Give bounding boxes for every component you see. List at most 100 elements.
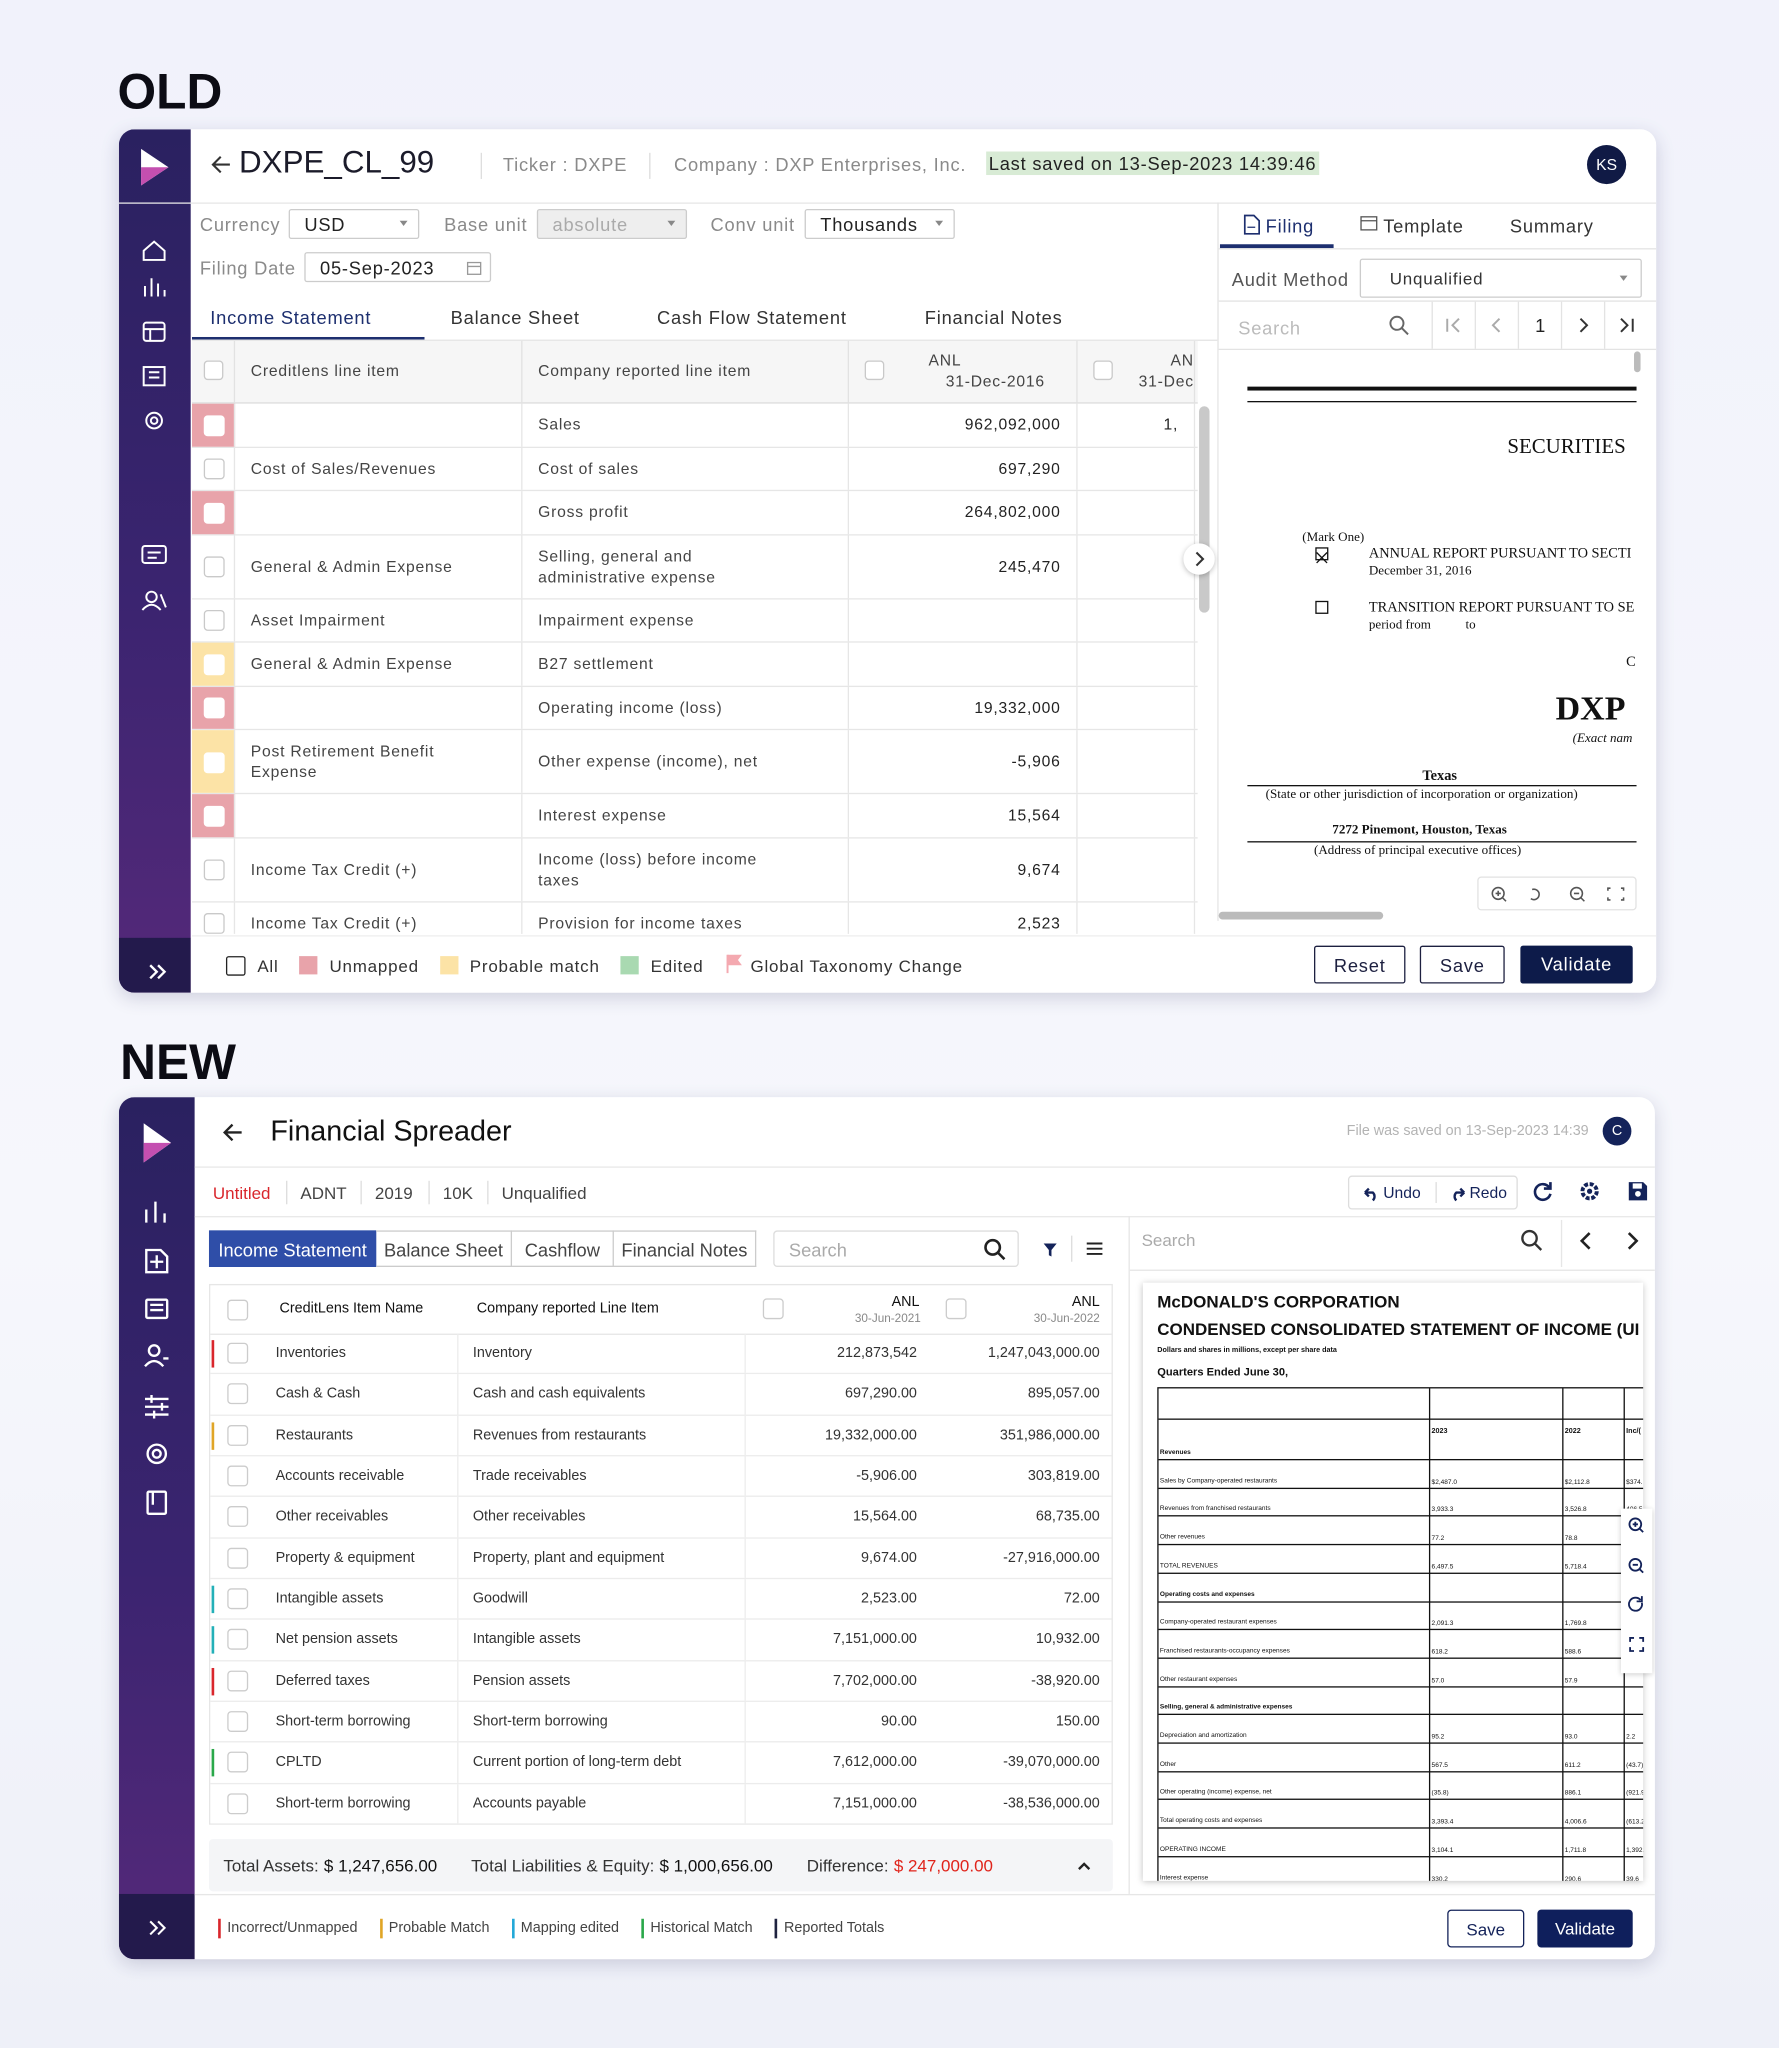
action-button[interactable]: Redo — [1435, 1177, 1519, 1208]
expand-button[interactable] — [1183, 543, 1215, 575]
select[interactable]: USD — [288, 208, 420, 240]
checkbox[interactable] — [227, 1588, 249, 1610]
checkbox[interactable] — [203, 751, 225, 773]
tab[interactable]: Income Statement — [208, 1230, 377, 1267]
checkbox[interactable] — [227, 1711, 249, 1732]
menu-icon[interactable] — [1083, 1230, 1107, 1273]
filter-icon[interactable] — [1032, 1230, 1069, 1267]
button[interactable]: Validate — [1537, 1909, 1633, 1948]
checkbox[interactable] — [1093, 360, 1113, 381]
tab[interactable]: Financial Notes — [924, 306, 1063, 328]
checkbox[interactable] — [864, 360, 885, 381]
header-sub: 30-Jun-2022 — [1033, 1311, 1100, 1325]
legend-item[interactable]: Unmapped — [299, 955, 418, 975]
button[interactable]: Reset — [1314, 945, 1406, 984]
rule — [1247, 400, 1637, 403]
pager-button[interactable] — [1431, 301, 1475, 349]
checkbox[interactable] — [227, 1383, 249, 1405]
pager-button[interactable] — [1603, 301, 1647, 349]
button[interactable]: Save — [1419, 945, 1505, 984]
table-row: Income Tax Credit (+) Income (loss) befor… — [192, 837, 1198, 902]
select[interactable]: Thousands — [804, 208, 955, 240]
status-bar — [211, 1626, 215, 1654]
save-icon[interactable] — [1626, 1179, 1650, 1209]
cell-text: Inventory — [472, 1345, 532, 1362]
checkbox[interactable] — [227, 1424, 249, 1446]
action-button[interactable]: Undo — [1349, 1177, 1433, 1208]
cell-value: 2,523 — [1017, 913, 1061, 933]
avatar[interactable]: C — [1602, 1116, 1632, 1146]
checkbox[interactable] — [227, 1342, 249, 1364]
divider — [1218, 300, 1657, 302]
checkbox[interactable] — [203, 697, 225, 719]
checkbox[interactable] — [945, 1298, 967, 1320]
settings-icon[interactable] — [1578, 1179, 1602, 1209]
tab[interactable]: Cashflow — [512, 1230, 614, 1267]
cell-text: Goodwill — [472, 1590, 528, 1607]
cell-text: Other receivables — [472, 1509, 586, 1525]
rule — [1158, 1418, 1644, 1420]
checkbox[interactable] — [203, 805, 225, 827]
select[interactable]: absolute — [536, 208, 688, 240]
checkbox[interactable] — [227, 1751, 249, 1773]
tab[interactable]: Balance Sheet — [376, 1230, 513, 1267]
cell: 19,332,000 — [849, 686, 1078, 729]
checkbox[interactable] — [227, 1629, 249, 1651]
checkbox[interactable] — [203, 859, 225, 881]
checkbox[interactable] — [203, 913, 225, 934]
select[interactable]: 05-Sep-2023 — [304, 252, 492, 283]
legend-label: Incorrect/Unmapped — [227, 1920, 358, 1936]
button[interactable]: Save — [1447, 1909, 1525, 1948]
tab-icon — [1242, 214, 1260, 241]
collapse-toggle[interactable] — [1075, 1857, 1093, 1881]
zoom-toolbar[interactable] — [1620, 1508, 1653, 1674]
checkbox[interactable] — [203, 415, 225, 436]
checkbox[interactable] — [227, 1465, 249, 1487]
pager-button[interactable] — [1560, 301, 1604, 349]
checkbox[interactable] — [203, 502, 225, 524]
pager-button[interactable]: 1 — [1517, 301, 1561, 349]
refresh-icon[interactable] — [1531, 1181, 1555, 1211]
checkbox[interactable] — [227, 1506, 249, 1528]
pager-button[interactable] — [1474, 301, 1518, 349]
checkbox[interactable] — [203, 610, 225, 632]
checkbox[interactable] — [227, 1670, 249, 1692]
zoom-toolbar[interactable] — [1477, 876, 1637, 911]
search-placeholder[interactable]: Search — [1238, 317, 1301, 339]
tab[interactable]: Income Statement — [210, 306, 372, 328]
checkbox[interactable] — [203, 654, 225, 675]
back-arrow[interactable] — [221, 1119, 247, 1145]
cell: Income (loss) before income taxes — [522, 837, 850, 901]
legend-item[interactable]: Edited — [620, 955, 704, 975]
next-page[interactable] — [1621, 1229, 1645, 1259]
tab[interactable]: Cash Flow Statement — [657, 306, 847, 328]
avatar[interactable]: KS — [1586, 144, 1627, 185]
legend-item[interactable]: Global Taxonomy Change — [724, 953, 962, 978]
tab[interactable]: Balance Sheet — [450, 306, 580, 328]
checkbox[interactable] — [762, 1298, 784, 1320]
panel-tab[interactable]: Summary — [1509, 215, 1594, 237]
document-text: Texas — [1422, 768, 1458, 784]
checkbox[interactable] — [227, 1792, 249, 1814]
prev-page[interactable] — [1574, 1229, 1598, 1259]
search-placeholder[interactable]: Search — [1141, 1230, 1196, 1251]
cell-text: Sales — [538, 415, 582, 434]
search-box[interactable]: Search — [773, 1230, 1019, 1267]
select[interactable]: Unqualified — [1359, 258, 1642, 298]
checkbox[interactable] — [227, 1547, 249, 1569]
checkbox[interactable] — [227, 1299, 249, 1321]
checkbox[interactable] — [203, 458, 225, 480]
panel-tab[interactable]: Filing — [1265, 215, 1315, 237]
doc-row-value: 3,526.8 — [1564, 1506, 1587, 1515]
legend-item[interactable]: All — [225, 955, 279, 976]
checkbox[interactable] — [203, 556, 225, 578]
legend-item[interactable]: Probable match — [439, 955, 600, 975]
cell-value: -5,906 — [1011, 752, 1061, 771]
panel-tab[interactable]: Template — [1383, 215, 1464, 237]
col-divider — [457, 1620, 459, 1660]
document-text: (Address of principal executive offices) — [1314, 843, 1522, 859]
back-arrow[interactable] — [210, 152, 236, 178]
cell-text: Property, plant and equipment — [472, 1549, 665, 1566]
tab[interactable]: Financial Notes — [613, 1230, 757, 1267]
button[interactable]: Validate — [1520, 945, 1633, 984]
